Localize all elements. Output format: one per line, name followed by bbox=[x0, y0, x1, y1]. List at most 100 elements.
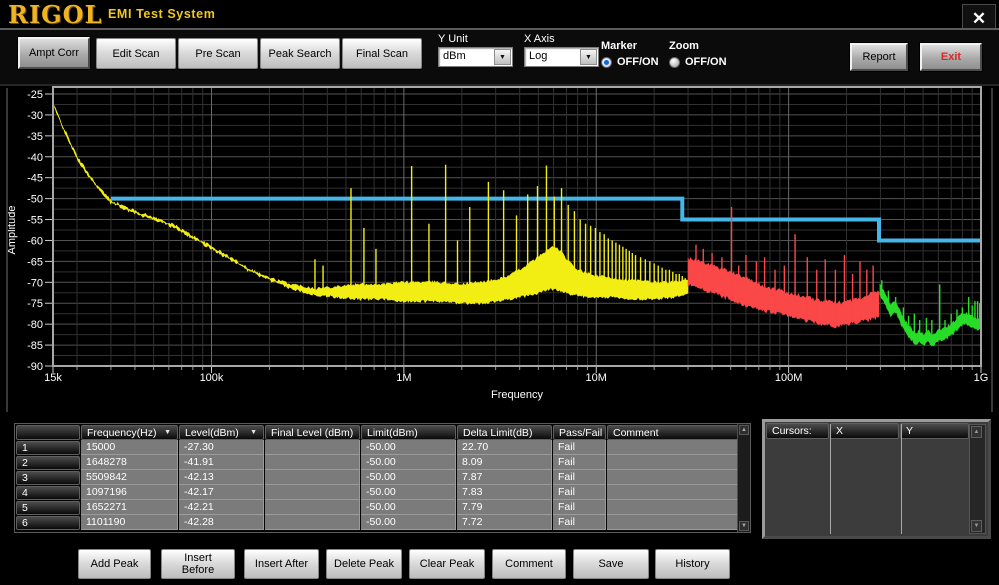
table-cell: -50.00 bbox=[361, 485, 456, 500]
table-cell: Fail bbox=[553, 485, 606, 500]
chevron-down-icon[interactable]: ▼ bbox=[580, 49, 597, 65]
scroll-up-icon[interactable]: ▲ bbox=[739, 425, 749, 435]
column-header: Final Level (dBm) bbox=[265, 425, 360, 440]
report-button[interactable]: Report bbox=[850, 43, 908, 71]
row-number[interactable]: 1 bbox=[16, 441, 80, 455]
table-cell: 7.72 bbox=[457, 515, 552, 530]
table-row[interactable]: 21648278-41.91 -50.008.09Fail bbox=[15, 455, 750, 470]
cursors-divider bbox=[901, 424, 902, 534]
row-number[interactable]: 2 bbox=[16, 456, 80, 470]
svg-text:1M: 1M bbox=[396, 372, 411, 384]
exit-button[interactable]: Exit bbox=[920, 43, 982, 71]
table-cell: -50.00 bbox=[361, 515, 456, 530]
table-row[interactable]: 61101190-42.28-50.007.72Fail bbox=[15, 515, 750, 530]
peak-table-header: Frequency(Hz)▼Level(dBm)▼Final Level (dB… bbox=[15, 424, 750, 440]
cursors-panel: Cursors: X Y ▲ ▼ bbox=[762, 419, 991, 539]
table-cell: -50.00 bbox=[361, 470, 456, 485]
svg-text:15k: 15k bbox=[44, 372, 62, 384]
svg-text:Frequency: Frequency bbox=[491, 389, 543, 401]
zoom-radio-icon[interactable] bbox=[669, 57, 680, 68]
table-cell: Fail bbox=[553, 470, 606, 485]
cursors-scrollbar[interactable]: ▲ ▼ bbox=[969, 424, 986, 534]
peak-table: Frequency(Hz)▼Level(dBm)▼Final Level (dB… bbox=[14, 423, 751, 533]
table-cell bbox=[265, 485, 360, 500]
table-row[interactable]: 41097196-42.17-50.007.83Fail bbox=[15, 485, 750, 500]
final-scan-button[interactable]: Final Scan bbox=[342, 38, 422, 69]
column-header[interactable]: Frequency(Hz)▼ bbox=[81, 425, 178, 440]
svg-text:-50: -50 bbox=[27, 194, 43, 206]
marker-radio-icon[interactable] bbox=[601, 57, 612, 68]
table-cell: -42.21 bbox=[179, 500, 264, 515]
table-cell: -50.00 bbox=[361, 455, 456, 470]
svg-text:-80: -80 bbox=[27, 319, 43, 331]
insert-after-button[interactable]: Insert After bbox=[244, 549, 319, 579]
y-unit-select[interactable]: dBm ▼ bbox=[438, 47, 513, 67]
history-button[interactable]: History bbox=[655, 549, 730, 579]
svg-text:-30: -30 bbox=[27, 110, 43, 122]
table-cell bbox=[265, 515, 360, 530]
table-row[interactable]: 51652271-42.21-50.007.79Fail bbox=[15, 500, 750, 515]
peak-search-button[interactable]: Peak Search bbox=[260, 38, 340, 69]
column-header: Limit(dBm) bbox=[361, 425, 456, 440]
clear-peak-button[interactable]: Clear Peak bbox=[409, 549, 485, 579]
svg-text:-55: -55 bbox=[27, 215, 43, 227]
table-row[interactable]: 35509842-42.13-50.007.87Fail bbox=[15, 470, 750, 485]
scroll-up-icon[interactable]: ▲ bbox=[971, 426, 982, 438]
table-cell: 7.79 bbox=[457, 500, 552, 515]
svg-text:100M: 100M bbox=[775, 372, 803, 384]
close-icon: ✕ bbox=[972, 10, 986, 27]
comment-button[interactable]: Comment bbox=[492, 549, 566, 579]
table-cell: Fail bbox=[553, 455, 606, 470]
table-cell: 8.09 bbox=[457, 455, 552, 470]
table-cell bbox=[607, 500, 747, 515]
table-cell bbox=[607, 470, 747, 485]
svg-text:10M: 10M bbox=[586, 372, 607, 384]
bottom-bar: Add Peak Insert Before Insert After Dele… bbox=[0, 549, 999, 580]
row-number[interactable]: 3 bbox=[16, 471, 80, 485]
save-button[interactable]: Save bbox=[573, 549, 649, 579]
table-row[interactable]: 115000-27.30-50.0022.70Fail bbox=[15, 440, 750, 455]
table-cell bbox=[265, 470, 360, 485]
table-cell: 15000 bbox=[81, 440, 178, 455]
column-header: Pass/Fail bbox=[553, 425, 606, 440]
svg-text:-75: -75 bbox=[27, 298, 43, 310]
column-header bbox=[16, 425, 80, 440]
svg-text:-45: -45 bbox=[27, 173, 43, 185]
cursors-y-header: Y bbox=[900, 423, 969, 439]
add-peak-button[interactable]: Add Peak bbox=[78, 549, 151, 579]
row-number[interactable]: 4 bbox=[16, 486, 80, 500]
panel-bevel-left bbox=[6, 88, 8, 412]
table-cell: -42.17 bbox=[179, 485, 264, 500]
row-number[interactable]: 6 bbox=[16, 516, 80, 530]
scroll-down-icon[interactable]: ▼ bbox=[971, 520, 982, 532]
column-header[interactable]: Level(dBm)▼ bbox=[179, 425, 264, 440]
edit-scan-button[interactable]: Edit Scan bbox=[96, 38, 176, 69]
y-unit-label: Y Unit bbox=[438, 33, 468, 45]
ampt-corr-button[interactable]: Ampt Corr bbox=[18, 37, 90, 69]
svg-text:-25: -25 bbox=[27, 89, 43, 101]
table-cell bbox=[607, 455, 747, 470]
scroll-down-icon[interactable]: ▼ bbox=[739, 521, 749, 531]
x-axis-label: X Axis bbox=[524, 33, 555, 45]
table-cell: 1648278 bbox=[81, 455, 178, 470]
emi-test-system-window: RIGOL EMI Test System ✕ Ampt Corr Edit S… bbox=[0, 0, 999, 585]
table-cell: 1101190 bbox=[81, 515, 178, 530]
row-number[interactable]: 5 bbox=[16, 501, 80, 515]
rigol-logo: RIGOL bbox=[8, 0, 102, 29]
spectrum-plot[interactable]: -25-30-35-40-45-50-55-60-65-70-75-80-85-… bbox=[0, 80, 999, 415]
cursors-divider bbox=[830, 424, 831, 534]
zoom-toggle[interactable]: OFF/ON bbox=[669, 56, 727, 68]
column-header: Delta Limit(dB) bbox=[457, 425, 552, 440]
insert-before-button[interactable]: Insert Before bbox=[161, 549, 235, 579]
x-axis-select[interactable]: Log ▼ bbox=[524, 47, 599, 67]
pre-scan-button[interactable]: Pre Scan bbox=[178, 38, 258, 69]
title-bar: RIGOL EMI Test System ✕ bbox=[0, 0, 999, 28]
column-header: Comment bbox=[607, 425, 747, 440]
table-cell: -50.00 bbox=[361, 440, 456, 455]
peak-table-scrollbar[interactable]: ▲ ▼ bbox=[737, 424, 750, 532]
chevron-down-icon[interactable]: ▼ bbox=[494, 49, 511, 65]
delete-peak-button[interactable]: Delete Peak bbox=[326, 549, 402, 579]
table-cell: -41.91 bbox=[179, 455, 264, 470]
table-cell bbox=[265, 455, 360, 470]
marker-toggle[interactable]: OFF/ON bbox=[601, 56, 659, 68]
